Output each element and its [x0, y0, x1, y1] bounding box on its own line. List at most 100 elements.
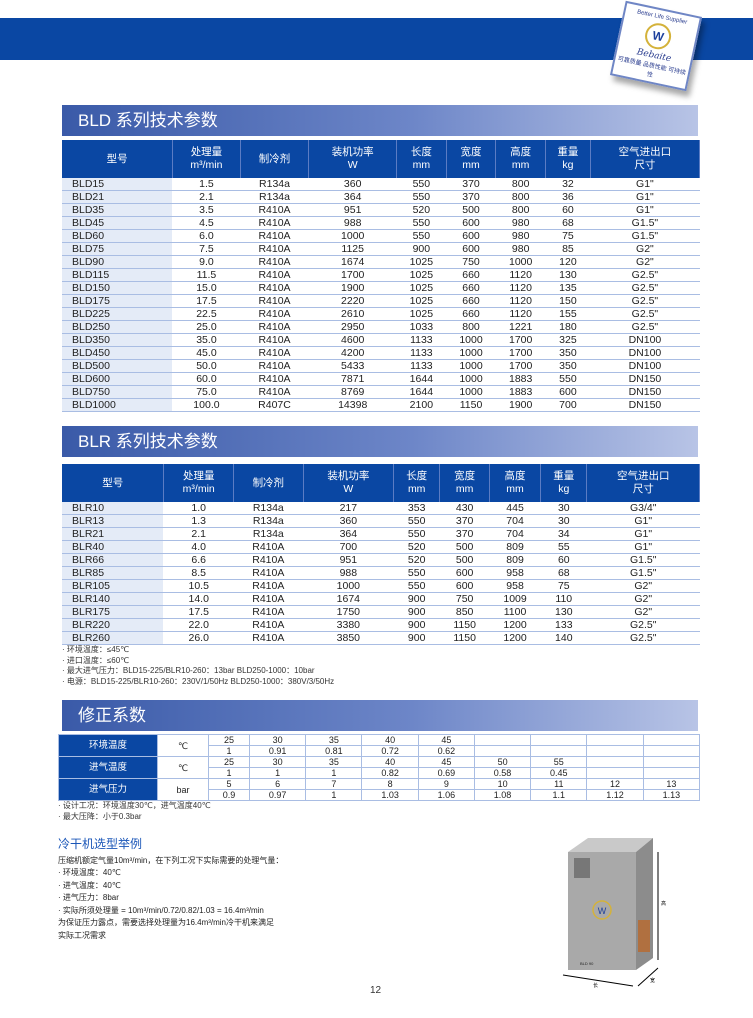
condition-value: 35: [305, 734, 363, 746]
table-cell: 1000: [446, 333, 497, 348]
correction-factor: 1: [207, 767, 251, 779]
condition-value: 25: [207, 756, 251, 768]
table-cell: BLD225: [62, 307, 174, 322]
table-cell: 660: [446, 294, 497, 309]
table-cell: R410A: [240, 281, 310, 296]
header-unit: mm: [407, 483, 426, 495]
table-cell: G1": [586, 540, 700, 555]
table-cell: 951: [308, 203, 398, 218]
table-cell: 600: [545, 385, 591, 400]
table-cell: G1": [590, 203, 701, 218]
table-cell: DN100: [590, 333, 701, 348]
header-unit: m³/min: [190, 159, 223, 171]
table-cell: 1674: [308, 255, 398, 270]
table-cell: 1025: [396, 255, 447, 270]
table-row: BLD250 25.0 R410A 2950 1033 800 1221 180 G2.5": [62, 320, 701, 335]
table-cell: 75: [545, 229, 591, 244]
header-unit: 尺寸: [634, 159, 656, 171]
correction-factor: 0.9: [207, 789, 251, 801]
correction-factor: 0.82: [361, 767, 419, 779]
table-cell: G1.5": [590, 229, 701, 244]
correction-row: 1 1 1 0.82 0.69 0.58 0.45: [59, 767, 701, 779]
column-header: 制冷剂: [233, 464, 304, 502]
column-header: 空气进出口 尺寸: [590, 140, 701, 178]
table-cell: R410A: [240, 203, 310, 218]
header-label: 制冷剂: [252, 476, 285, 489]
table-cell: BLR66: [62, 553, 165, 568]
table-cell: 8.5: [163, 566, 234, 581]
correction-factor: 1.12: [586, 789, 644, 801]
table-cell: 980: [495, 242, 546, 257]
table-cell: G2.5": [590, 320, 701, 335]
table-row: BLR260 26.0 R410A 3850 900 1150 1200 140 G2.5": [62, 631, 700, 646]
header-label: 制冷剂: [258, 152, 291, 165]
table-cell: BLD600: [62, 372, 174, 387]
table-cell: G2.5": [590, 307, 701, 322]
table-cell: 1700: [495, 333, 546, 348]
header-label: 长度: [410, 146, 432, 158]
table-cell: 900: [393, 618, 441, 633]
table-cell: 1000: [495, 255, 546, 270]
table-cell: 550: [393, 527, 441, 542]
table-cell: BLD450: [62, 346, 174, 361]
table-cell: 1700: [495, 359, 546, 374]
table-cell: R410A: [240, 385, 310, 400]
column-header: 宽度 mm: [439, 464, 490, 502]
table-cell: 1674: [303, 592, 395, 607]
table-cell: 1025: [396, 281, 447, 296]
bld-section-title: BLD 系列技术参数: [62, 105, 698, 136]
correction-factor: 1: [305, 789, 363, 801]
column-header: 高度 mm: [495, 140, 546, 178]
table-row: BLR21 2.1 R134a 364 550 370 704 34 G1": [62, 527, 700, 542]
bld-spec-table: 型号 处理量 m³/min 制冷剂 装机功率 W 长度 mm 宽度 mm 高度 mm 重量 kg 空气进出口…: [62, 140, 701, 413]
header-label: 长度: [406, 470, 428, 482]
table-cell: 809: [489, 540, 542, 555]
table-cell: 1883: [495, 385, 546, 400]
column-header: 长度 mm: [396, 140, 447, 178]
table-cell: 360: [308, 178, 398, 192]
header-label: 型号: [106, 152, 128, 165]
table-cell: 25.0: [172, 320, 241, 335]
table-cell: 704: [489, 514, 542, 529]
table-cell: BLD150: [62, 281, 174, 296]
table-cell: DN100: [590, 346, 701, 361]
table-cell: 325: [545, 333, 591, 348]
header-label: 宽度: [460, 146, 482, 158]
table-cell: 364: [303, 527, 395, 542]
column-header: 长度 mm: [393, 464, 441, 502]
condition-value: [586, 734, 644, 746]
condition-value: 8: [361, 778, 419, 790]
table-cell: 750: [439, 592, 490, 607]
table-cell: 26.0: [163, 631, 234, 646]
table-cell: 4600: [308, 333, 398, 348]
table-cell: 1025: [396, 307, 447, 322]
correction-table: 环境温度 ℃ 25 30 35 40 45 1 0.91 0.81 0.72 0.62 进气温度 ℃ 25 3…: [58, 734, 701, 801]
table-cell: 550: [396, 178, 447, 192]
table-row: BLR85 8.5 R410A 988 550 600 958 68 G1.5": [62, 566, 700, 581]
table-cell: DN150: [590, 398, 701, 413]
table-cell: DN100: [590, 359, 701, 374]
table-cell: 1100: [489, 605, 542, 620]
table-cell: BLR21: [62, 527, 165, 542]
table-cell: 370: [446, 190, 497, 205]
condition-value: 40: [361, 734, 419, 746]
table-cell: 17.5: [172, 294, 241, 309]
correction-factor: [473, 745, 532, 757]
table-header-row: 型号 处理量 m³/min 制冷剂 装机功率 W 长度 mm 宽度 mm 高度 mm 重量 kg 空气进出口…: [62, 464, 700, 502]
note-line: · 电源：BLD15-225/BLR10-260：230V/1/50Hz BLD…: [62, 676, 335, 686]
table-cell: 150: [545, 294, 591, 309]
table-cell: 660: [446, 268, 497, 283]
table-cell: 370: [446, 178, 497, 192]
header-unit: m³/min: [182, 483, 215, 495]
condition-value: 30: [249, 756, 307, 768]
table-row: BLR10 1.0 R134a 217 353 430 445 30 G3/4": [62, 502, 700, 516]
table-cell: 1700: [308, 268, 398, 283]
table-cell: G2.5": [590, 294, 701, 309]
table-cell: DN150: [590, 385, 701, 400]
table-cell: R410A: [233, 631, 304, 646]
table-cell: 958: [489, 566, 542, 581]
table-cell: 7871: [308, 372, 398, 387]
table-cell: BLR140: [62, 592, 165, 607]
table-row: BLR105 10.5 R410A 1000 550 600 958 75 G2": [62, 579, 700, 594]
table-cell: 980: [495, 229, 546, 244]
